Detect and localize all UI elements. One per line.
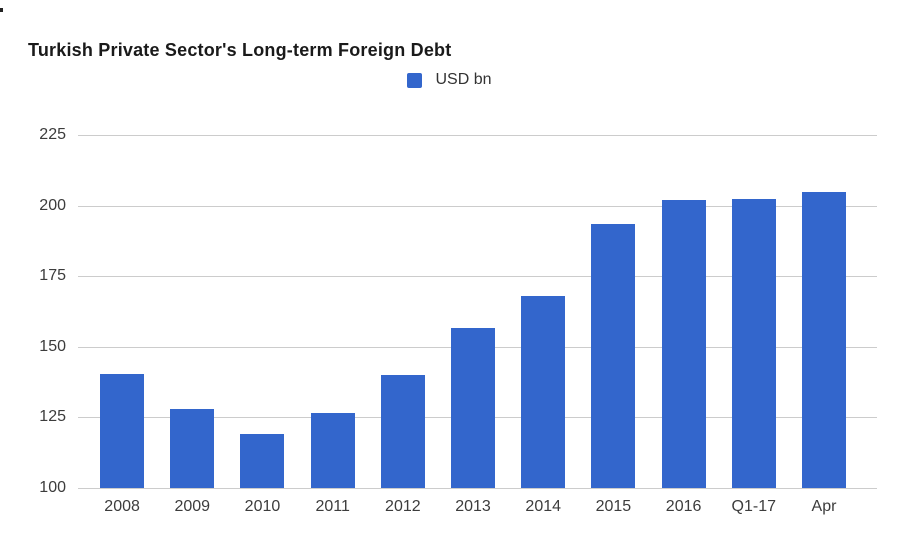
x-tick-label: 2013	[455, 498, 491, 515]
gridline-175	[78, 276, 877, 277]
legend-series-label: USD bn	[435, 71, 492, 88]
bar-cell	[298, 135, 368, 488]
x-tick-label: 2016	[665, 498, 702, 515]
bar-2013	[451, 328, 496, 488]
y-tick-label: 100	[39, 479, 66, 496]
legend-swatch-icon	[407, 72, 423, 88]
y-tick-label: 150	[39, 338, 66, 355]
x-tick-label: Apr	[811, 498, 837, 515]
y-tick-label: 225	[39, 126, 66, 143]
y-tick-label: 200	[39, 197, 66, 214]
bar-cell	[649, 135, 719, 488]
chart-title: Turkish Private Sector's Long-term Forei…	[28, 40, 452, 61]
chart-legend: USD bn	[0, 71, 899, 89]
gridline-225	[78, 135, 877, 136]
bar-2008	[100, 373, 145, 488]
y-tick-label: 125	[39, 408, 66, 425]
gridline-200	[78, 206, 877, 207]
bar-cell	[368, 135, 438, 488]
bar-2015	[591, 224, 636, 488]
bar-cell	[87, 135, 157, 488]
bars-row	[87, 135, 859, 488]
bar-2009	[170, 408, 215, 488]
screen-artifact-dot	[0, 8, 3, 12]
y-tick-label: 175	[39, 267, 66, 284]
x-tick-label: Q1-17	[731, 498, 777, 515]
x-axis: 2008 2009 2010 2011 2012 2013 2014 2015 2016 Q1-1…	[87, 497, 859, 517]
bar-2012	[380, 375, 425, 488]
bar-2011	[310, 413, 355, 488]
x-tick-label: 2009	[174, 498, 211, 515]
gridline-100	[78, 488, 877, 489]
x-tick-label: 2014	[525, 498, 562, 515]
bar-Q1-17	[731, 198, 776, 488]
bar-cell	[508, 135, 578, 488]
bar-cell	[789, 135, 859, 488]
bar-cell	[578, 135, 648, 488]
bar-Apr	[801, 191, 846, 488]
bar-2010	[240, 434, 285, 488]
bar-cell	[157, 135, 227, 488]
x-tick-label: 2008	[104, 498, 140, 515]
bar-2016	[661, 200, 706, 488]
x-tick-label: 2011	[315, 498, 350, 515]
bar-cell	[719, 135, 789, 488]
bar-cell	[227, 135, 297, 488]
x-tick-label: 2010	[244, 498, 281, 515]
bar-2014	[521, 296, 566, 488]
x-tick-label: 2012	[385, 498, 421, 515]
bar-cell	[438, 135, 508, 488]
x-tick-label: 2015	[595, 498, 632, 515]
y-axis: 225 200 175 150 125 100	[0, 126, 66, 496]
plot-area	[78, 135, 877, 489]
